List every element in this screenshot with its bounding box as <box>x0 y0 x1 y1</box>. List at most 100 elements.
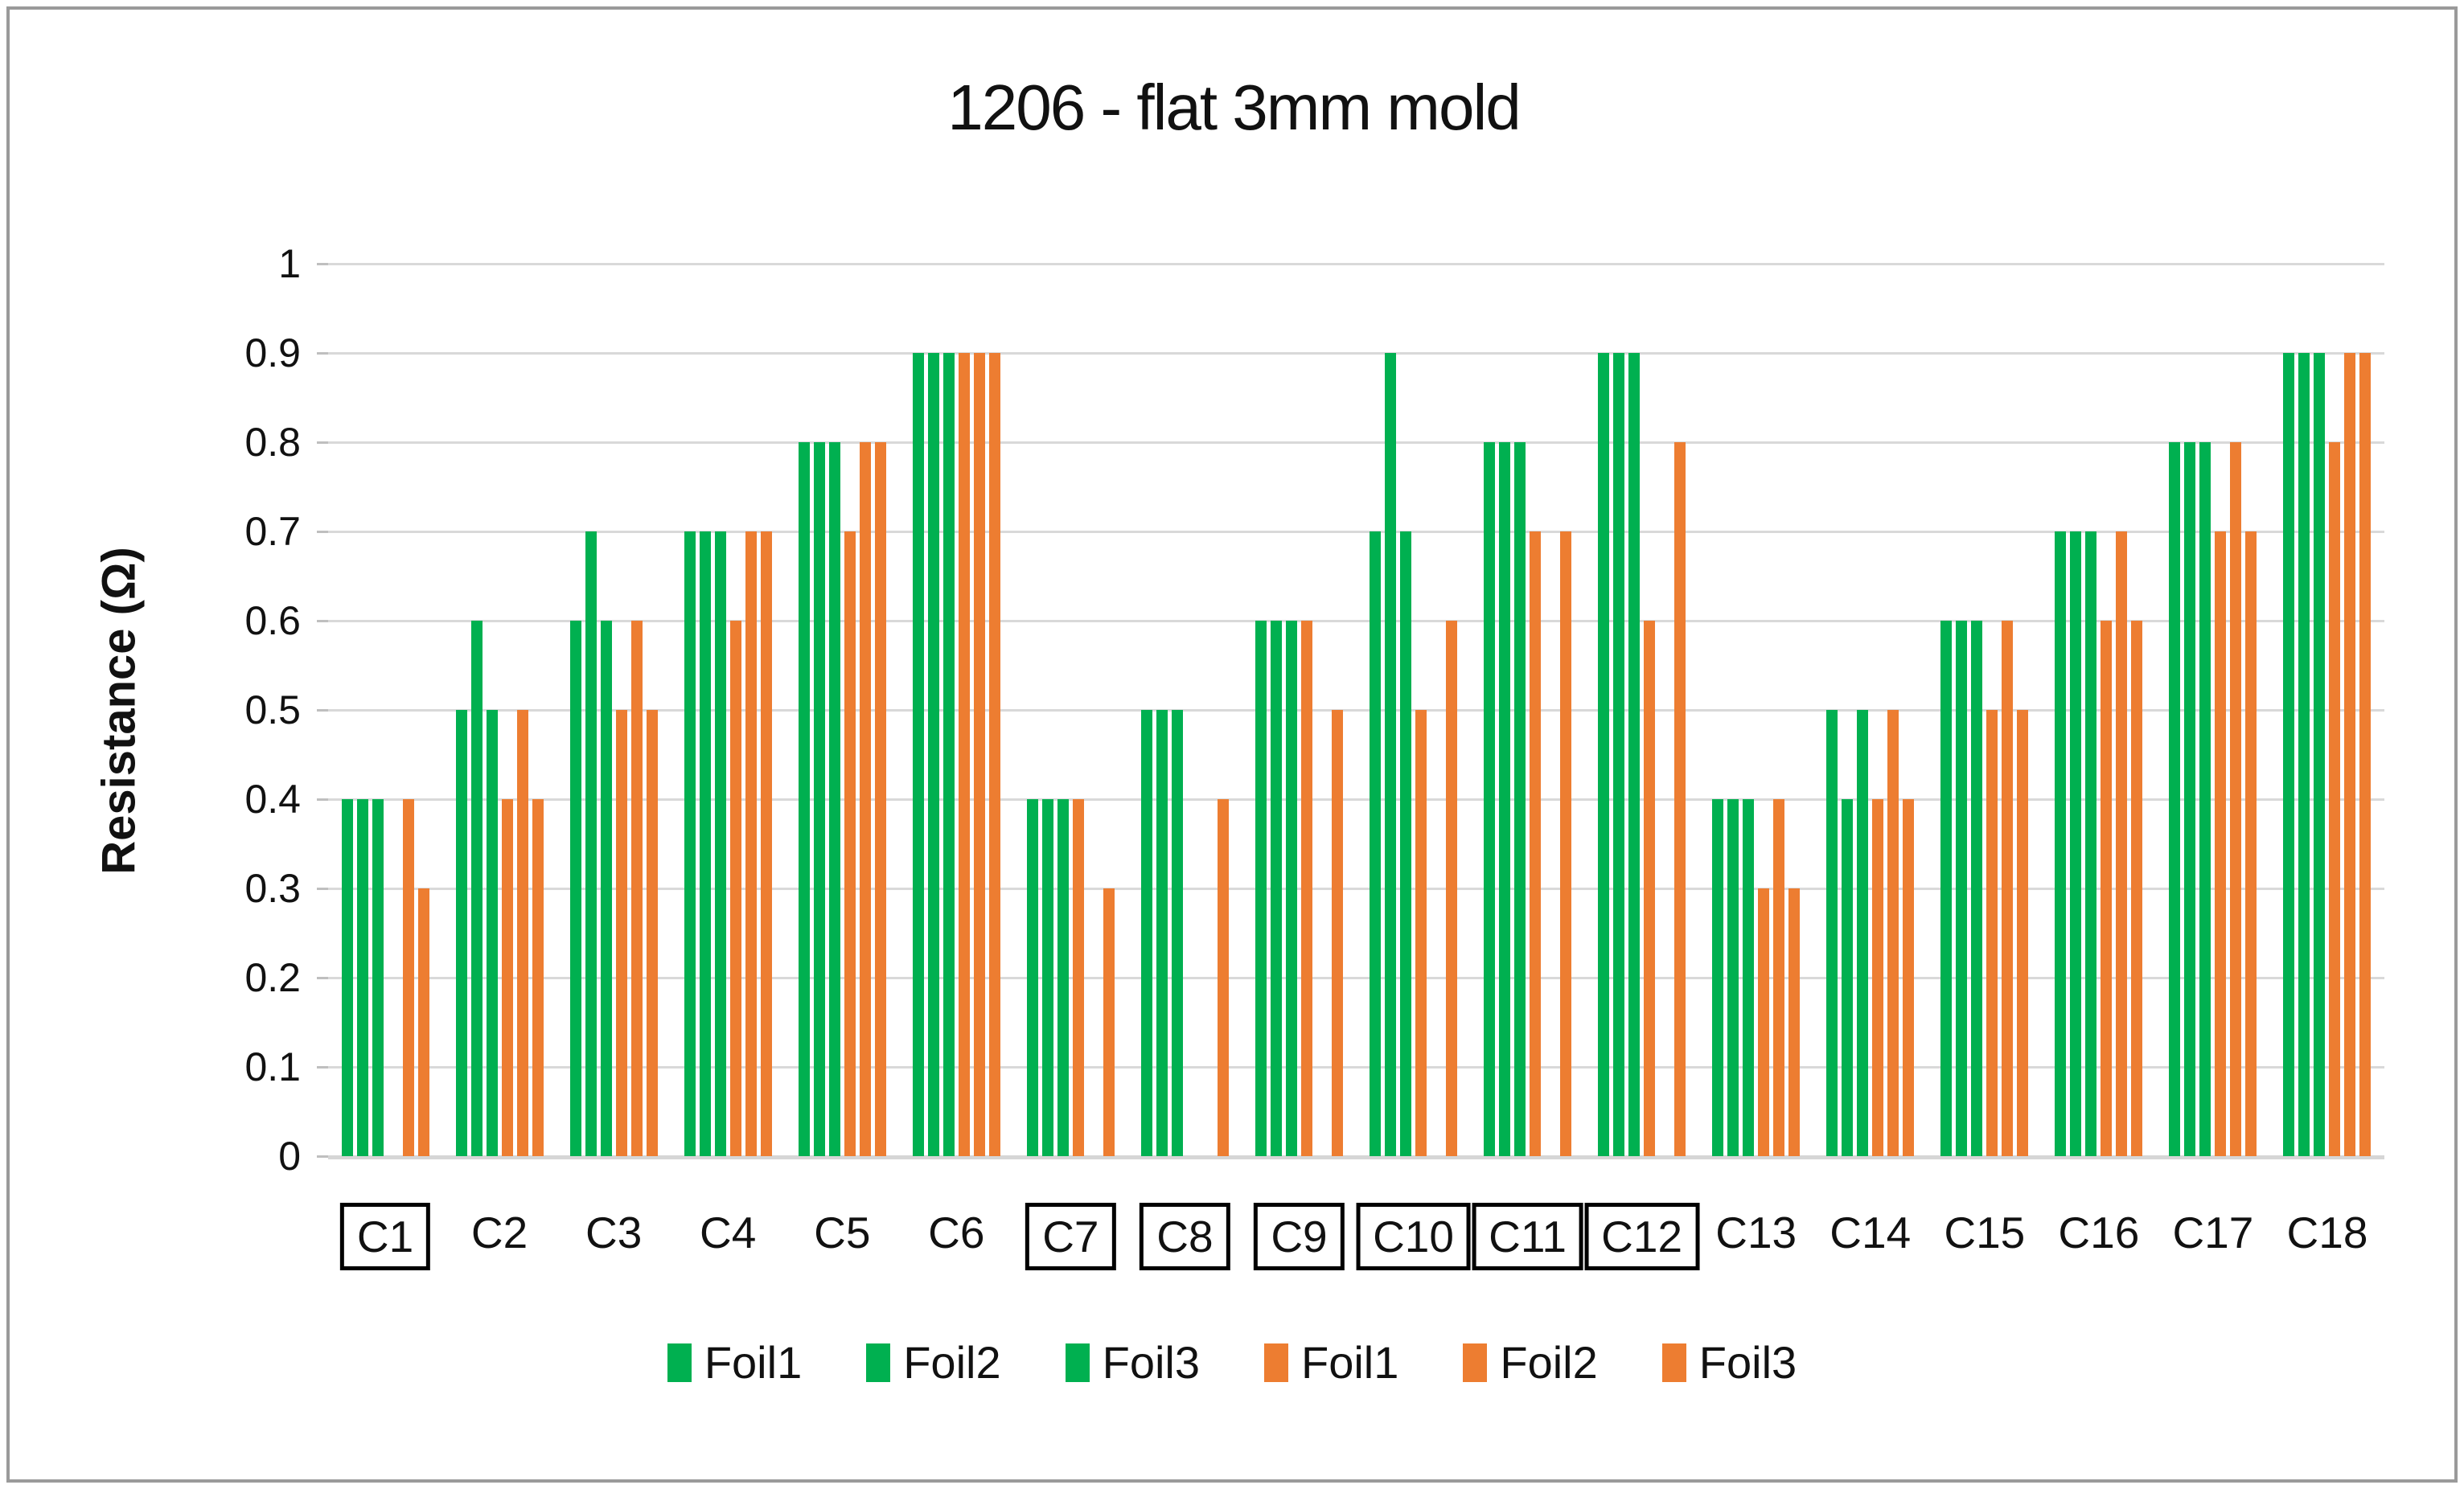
bar-C12-Foil1 <box>1598 353 1610 1156</box>
y-tick-label: 0.2 <box>244 955 301 1000</box>
bar-C8-Foil3 <box>1171 710 1183 1156</box>
bar-C16-Foil2 <box>2116 531 2128 1156</box>
y-tick-label: 0.4 <box>244 777 301 822</box>
bar-group-C16 <box>2042 264 2156 1156</box>
x-tick-label-C6: C6 <box>928 1208 985 1257</box>
bar-C10-Foil1 <box>1370 531 1382 1156</box>
bar-C2-Foil3 <box>486 710 498 1156</box>
legend-swatch-icon <box>866 1343 891 1382</box>
bar-C9-Foil3 <box>1285 621 1297 1156</box>
x-tick-label-C14: C14 <box>1830 1208 1912 1257</box>
x-tick-label-C2: C2 <box>470 1208 528 1257</box>
bar-C18-Foil3 <box>2314 353 2326 1156</box>
bar-C5-Foil3 <box>828 442 840 1156</box>
y-axis-tick <box>317 1066 328 1069</box>
bar-group-C18 <box>2270 264 2384 1156</box>
legend-item: Foil3 <box>1661 1336 1797 1389</box>
y-axis-tick <box>317 263 328 265</box>
bar-group-C9 <box>1242 264 1356 1156</box>
bar-C13-Foil3 <box>1743 799 1755 1156</box>
chart-border <box>6 6 2458 1483</box>
bar-C18-Foil1 <box>2283 353 2295 1156</box>
bar-C6-Foil1 <box>912 353 924 1156</box>
legend-label: Foil1 <box>1301 1337 1399 1388</box>
bar-C6-Foil3 <box>988 353 1000 1156</box>
bar-C7-Foil1 <box>1026 799 1038 1156</box>
bar-C17-Foil3 <box>2199 442 2211 1156</box>
bar-C14-Foil3 <box>1903 799 1915 1156</box>
y-tick-label: 0.7 <box>244 509 301 554</box>
bar-C10-Foil3 <box>1446 621 1458 1156</box>
legend-swatch-icon <box>1463 1343 1488 1382</box>
bar-C12-Foil3 <box>1628 353 1641 1156</box>
y-tick-label: 0.3 <box>244 866 301 911</box>
x-tick-label-C12: C12 <box>1584 1203 1700 1271</box>
bar-C10-Foil2 <box>1385 353 1397 1156</box>
y-axis-tick <box>317 888 328 890</box>
bar-C7-Foil2 <box>1041 799 1053 1156</box>
bar-C1-Foil2 <box>402 799 414 1156</box>
y-tick-label: 0.8 <box>244 420 301 465</box>
x-tick-label-C8: C8 <box>1140 1203 1230 1271</box>
bar-C13-Foil1 <box>1758 888 1770 1156</box>
bar-C3-Foil3 <box>600 621 612 1156</box>
bar-C11-Foil2 <box>1499 442 1511 1156</box>
bar-C12-Foil3 <box>1674 442 1686 1156</box>
bar-C12-Foil2 <box>1613 353 1625 1156</box>
bar-C2-Foil2 <box>516 710 528 1156</box>
bar-C16-Foil3 <box>2131 621 2143 1156</box>
bar-C17-Foil2 <box>2184 442 2196 1156</box>
bar-C14-Foil1 <box>1872 799 1884 1156</box>
y-tick-label: 0.6 <box>244 598 301 643</box>
x-tick-label-C10: C10 <box>1356 1203 1471 1271</box>
bar-C3-Foil1 <box>569 621 581 1156</box>
gridline <box>328 531 2384 533</box>
bar-C18-Foil2 <box>2344 353 2356 1156</box>
bar-C11-Foil3 <box>1514 442 1526 1156</box>
bar-C6-Foil2 <box>927 353 939 1156</box>
bar-C1-Foil3 <box>372 799 384 1156</box>
bar-group-C17 <box>2156 264 2270 1156</box>
gridline <box>328 888 2384 890</box>
gridline <box>328 1155 2384 1159</box>
bar-group-C7 <box>1013 264 1127 1156</box>
y-tick-label: 1 <box>278 241 301 286</box>
bar-C8-Foil2 <box>1156 710 1168 1156</box>
bar-C8-Foil3 <box>1217 799 1229 1156</box>
y-tick-label: 0.5 <box>244 687 301 732</box>
bar-C6-Foil3 <box>942 353 955 1156</box>
bar-group-C3 <box>556 264 671 1156</box>
bar-C14-Foil2 <box>1887 710 1899 1156</box>
bar-C15-Foil2 <box>1956 621 1968 1156</box>
bar-C10-Foil3 <box>1400 531 1412 1156</box>
x-tick-label-C11: C11 <box>1472 1203 1583 1271</box>
bar-C5-Foil2 <box>859 442 871 1156</box>
x-tick-label-C7: C7 <box>1025 1203 1116 1271</box>
gridline <box>328 798 2384 801</box>
gridline <box>328 709 2384 712</box>
bar-C5-Foil2 <box>813 442 825 1156</box>
chart-title: 1206 - flat 3mm mold <box>947 72 1521 143</box>
bar-C13-Foil1 <box>1712 799 1724 1156</box>
bar-C17-Foil2 <box>2230 442 2242 1156</box>
x-tick-label-C5: C5 <box>814 1208 871 1257</box>
x-tick-label-C13: C13 <box>1715 1208 1797 1257</box>
bar-C14-Foil3 <box>1857 710 1869 1156</box>
bar-C16-Foil1 <box>2101 621 2113 1156</box>
legend-label: Foil3 <box>1102 1337 1200 1388</box>
y-axis-tick <box>317 441 328 444</box>
legend-label: Foil3 <box>1698 1337 1797 1388</box>
legend-swatch-icon <box>1661 1343 1686 1382</box>
y-tick-label: 0.9 <box>244 330 301 375</box>
legend-item: Foil2 <box>866 1336 1001 1389</box>
bar-group-C12 <box>1585 264 1699 1156</box>
legend-item: Foil1 <box>1264 1336 1398 1389</box>
gridline <box>328 977 2384 979</box>
legend-item: Foil1 <box>667 1336 802 1389</box>
bar-C17-Foil3 <box>2245 531 2257 1156</box>
bar-C6-Foil2 <box>973 353 985 1156</box>
bar-group-C4 <box>671 264 785 1156</box>
bar-C4-Foil2 <box>745 531 757 1156</box>
bar-C10-Foil1 <box>1415 710 1427 1156</box>
bar-C11-Foil3 <box>1560 531 1572 1156</box>
